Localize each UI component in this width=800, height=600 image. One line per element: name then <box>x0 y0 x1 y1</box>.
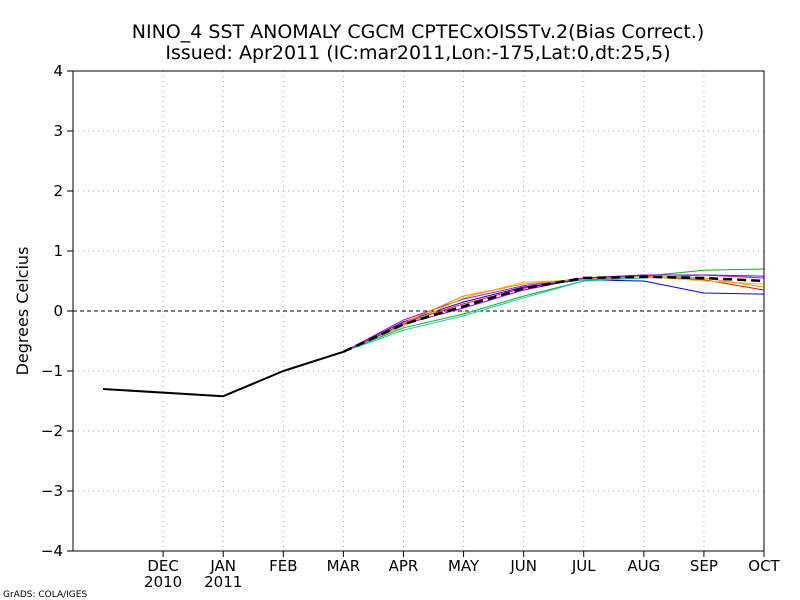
y-tick-label: −3 <box>41 482 63 500</box>
y-tick-label: 0 <box>53 302 63 320</box>
ensemble-member-line-4 <box>343 274 765 353</box>
chart-title: NINO_4 SST ANOMALY CGCM CPTECxOISSTv.2(B… <box>132 21 704 43</box>
x-tick-label: MAR <box>327 557 361 575</box>
ensemble-member-line-1 <box>343 275 765 353</box>
y-tick-label: −2 <box>41 422 63 440</box>
ensemble-member-line-7 <box>343 275 765 353</box>
y-axis-label: Degrees Celcius <box>13 247 32 376</box>
x-tick-label: OCT <box>748 557 780 575</box>
y-tick-label: 2 <box>53 182 63 200</box>
ensemble-member-line-3 <box>343 279 765 353</box>
x-tick-sublabel: 2011 <box>204 573 242 591</box>
x-tick-label: JAN <box>209 557 236 575</box>
x-tick-label: DEC <box>147 557 179 575</box>
credit-label: GrADS: COLA/IGES <box>3 590 87 600</box>
ensemble-mean-line <box>342 275 765 353</box>
ensemble-member-line-2 <box>343 268 765 353</box>
y-tick-label: 1 <box>53 242 63 260</box>
x-tick-label: MAY <box>448 557 480 575</box>
series-group <box>102 268 765 398</box>
x-tick-label: JUL <box>571 557 596 575</box>
ensemble-member-line-6 <box>343 275 765 353</box>
observed-line <box>102 350 344 398</box>
x-tick-label: AUG <box>627 557 660 575</box>
x-tick-label: APR <box>389 557 419 575</box>
y-tick-label: −4 <box>41 542 63 560</box>
x-tick-label: FEB <box>269 557 297 575</box>
y-tick-label: 3 <box>53 122 63 140</box>
y-tick-label: 4 <box>53 62 63 80</box>
x-tick-label: SEP <box>690 557 718 575</box>
ensemble-member-line-8 <box>343 274 765 353</box>
x-tick-sublabel: 2010 <box>144 573 182 591</box>
ensemble-member-line-5 <box>343 274 765 353</box>
grid <box>73 71 764 551</box>
chart-subtitle: Issued: Apr2011 (IC:mar2011,Lon:-175,Lat… <box>165 42 670 64</box>
x-tick-label: JUN <box>509 557 537 575</box>
y-tick-label: −1 <box>41 362 63 380</box>
